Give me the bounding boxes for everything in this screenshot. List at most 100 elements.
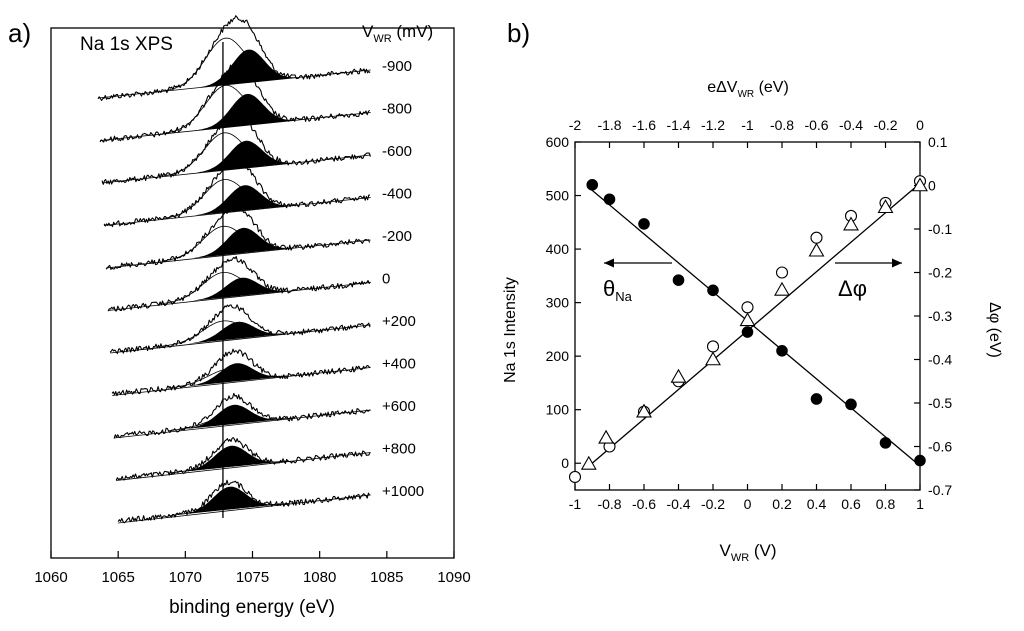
- panel-b-x-axis-label: VWR (V): [719, 541, 776, 564]
- work-function-triangle-point: [636, 403, 652, 418]
- bottom-tick-label: -0.2: [701, 496, 725, 512]
- intensity-point: [845, 398, 857, 411]
- trace-spectrum: [107, 255, 371, 312]
- left-tick-label: 600: [546, 134, 570, 150]
- top-tick-label: -1: [741, 117, 754, 133]
- right-tick-label: -0.2: [928, 265, 952, 281]
- work-function-triangle-point: [843, 216, 859, 231]
- right-tick-label: 0.1: [928, 134, 948, 150]
- left-tick-label: 400: [546, 241, 570, 257]
- trace-shaded-component: [200, 49, 297, 88]
- top-tick-label: -0.4: [839, 117, 863, 133]
- trace-shaded-component: [196, 185, 293, 216]
- trace-spectrum: [97, 15, 371, 101]
- panel-a-title: Na 1s XPS: [80, 34, 173, 55]
- work-function-circle-point: [706, 340, 720, 353]
- left-tick-label: 300: [546, 295, 570, 311]
- header-unit: (mV): [392, 22, 434, 41]
- trace-baseline: [118, 494, 371, 524]
- bottom-tick-label: -0.8: [597, 496, 621, 512]
- panel-b-intensity-vs-potential: b) eΔVWR (eV) -1 -0.8 -0.6 -0.4 -0.2 0 0.2 0.4 0…: [502, 18, 1003, 564]
- work-function-circle-point: [568, 470, 582, 484]
- fit-line: [588, 187, 921, 467]
- work-function-triangle-point: [877, 199, 894, 214]
- trace-shaded-component: [193, 277, 291, 301]
- trace-shaded-component: [181, 486, 278, 515]
- work-function-triangle-point: [739, 312, 756, 327]
- intensity-point: [672, 274, 685, 286]
- trace-label: -800: [382, 101, 412, 118]
- trace-shaded-component: [189, 321, 287, 344]
- intensity-point: [638, 218, 650, 230]
- x-tick-label: 1080: [303, 569, 336, 586]
- x-label-main: V: [719, 541, 731, 560]
- trace-shaded-component: [188, 363, 285, 387]
- intensity-point: [879, 437, 892, 449]
- top-tick-label: -0.8: [770, 117, 794, 133]
- bottom-tick-label: -1: [569, 496, 582, 512]
- header-v: V: [362, 22, 374, 41]
- x-tick-label: 1070: [169, 569, 202, 586]
- trace-main-component: [167, 368, 289, 389]
- top-tick-label: -0.6: [804, 117, 828, 133]
- trace-spectrum: [113, 392, 371, 439]
- right-tick-label: -0.6: [928, 439, 952, 455]
- trace-shaded-component: [194, 227, 292, 259]
- bottom-tick-label: 0: [744, 496, 752, 512]
- right-tick-label: -0.3: [928, 308, 952, 324]
- trace-main-component: [165, 37, 287, 91]
- trace--600: -600: [101, 112, 412, 185]
- delta-phi-arrow-head: [892, 258, 902, 268]
- panel-b-right-axis-label: Δφ (eV): [986, 302, 1003, 358]
- right-tick-label: 0: [928, 178, 936, 194]
- trace--900: -900: [97, 15, 412, 101]
- top-tick-label: -1.8: [597, 117, 621, 133]
- bottom-tick-label: -0.4: [666, 496, 690, 512]
- trace--200: -200: [105, 205, 412, 270]
- trace-label: -400: [382, 186, 412, 203]
- work-function-triangle-point: [774, 281, 790, 296]
- trace-label: +1000: [382, 483, 424, 500]
- header-sub: WR: [373, 33, 391, 45]
- x-tick-label: 1090: [437, 569, 470, 586]
- x-tick-label: 1060: [34, 569, 67, 586]
- trace--400: -400: [103, 158, 412, 228]
- panel-a-traces: -900 -800 -600 -400 -200 0 +200 +400 +600 +800 +10…: [97, 15, 424, 524]
- panel-a-letter: a): [8, 18, 31, 48]
- trace-label: +600: [382, 398, 416, 415]
- top-tick-label: 0: [916, 117, 924, 133]
- trace-label: +400: [382, 356, 416, 373]
- panel-b-letter: b): [507, 18, 530, 48]
- right-tick-label: -0.1: [928, 221, 952, 237]
- right-tick-label: -0.5: [928, 395, 952, 411]
- x-label-unit: (V): [749, 541, 776, 560]
- theta-symbol: θ: [603, 276, 615, 301]
- x-tick-label: 1085: [370, 569, 403, 586]
- intensity-point: [586, 179, 599, 191]
- trace-+600: +600: [113, 392, 416, 439]
- top-label-main: eΔV: [707, 79, 738, 96]
- left-tick-label: 200: [546, 348, 570, 364]
- trace-spectrum: [109, 304, 371, 355]
- top-tick-label: -1.4: [666, 117, 690, 133]
- bottom-tick-label: 0.4: [807, 496, 827, 512]
- trace-shaded-component: [197, 140, 295, 173]
- left-tick-label: 0: [561, 455, 569, 471]
- work-function-triangle-point: [670, 368, 687, 383]
- trace-label: +800: [382, 441, 416, 458]
- panel-b-top-axis-label: eΔVWR (eV): [707, 79, 789, 100]
- x-label-sub: WR: [731, 552, 749, 564]
- trace-label: -900: [382, 58, 412, 75]
- trace-spectrum: [111, 348, 371, 397]
- work-function-triangle-point: [705, 351, 721, 366]
- trace-0: 0: [107, 255, 390, 312]
- x-tick-label: 1075: [236, 569, 269, 586]
- intensity-point: [741, 326, 754, 338]
- trace-spectrum: [101, 112, 371, 185]
- bottom-tick-label: -0.6: [632, 496, 656, 512]
- panel-a-legend-header: VWR (mV): [362, 22, 433, 45]
- intensity-point: [603, 193, 616, 206]
- trace-spectrum: [103, 158, 371, 228]
- trace-spectrum: [117, 479, 371, 524]
- top-label-unit: (eV): [754, 79, 789, 96]
